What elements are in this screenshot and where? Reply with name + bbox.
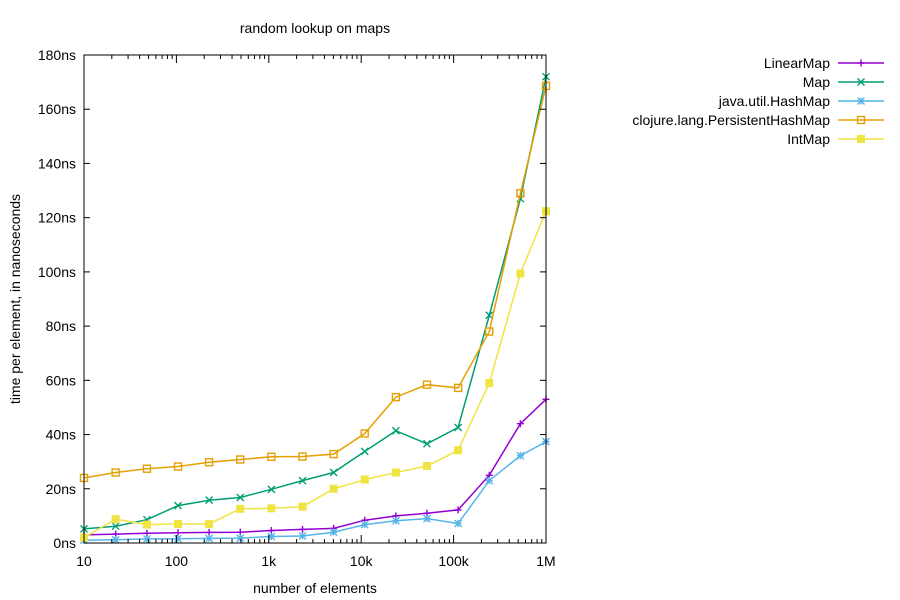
legend-marker xyxy=(857,135,865,143)
x-tick-label: 100k xyxy=(438,553,469,569)
data-point xyxy=(454,506,462,514)
data-point xyxy=(329,528,338,537)
data-point xyxy=(516,451,525,460)
legend-marker xyxy=(857,59,865,67)
data-point xyxy=(360,475,369,484)
series-line-0 xyxy=(83,398,547,536)
plot-frame xyxy=(83,54,547,544)
data-point xyxy=(267,452,276,461)
data-point xyxy=(205,496,214,505)
data-point xyxy=(360,520,369,529)
data-point xyxy=(142,520,151,529)
data-point xyxy=(236,534,245,543)
data-point xyxy=(423,462,432,471)
data-point xyxy=(236,528,244,536)
data-point xyxy=(204,458,214,467)
data-point xyxy=(142,534,151,543)
data-point xyxy=(267,527,275,535)
data-point xyxy=(205,528,213,536)
data-point xyxy=(485,327,494,336)
y-tick-label: 120ns xyxy=(38,210,76,226)
legend: LinearMap Map java.util.HashMap clojure.lan… xyxy=(632,55,884,147)
data-point xyxy=(360,447,369,456)
x-axis-label: number of elements xyxy=(253,580,377,596)
series-line-4 xyxy=(83,210,547,539)
data-point xyxy=(111,515,120,524)
data-point xyxy=(454,446,463,455)
data-point xyxy=(173,534,182,543)
x-tick-label: 1M xyxy=(536,553,555,569)
data-point xyxy=(485,311,494,320)
series-line-3 xyxy=(83,85,547,479)
data-point xyxy=(329,449,338,459)
data-point xyxy=(173,520,182,529)
legend-label: LinearMap xyxy=(764,55,830,71)
data-point xyxy=(360,429,369,438)
plot-lines xyxy=(79,72,551,545)
axis-ticks: 0ns 20ns 40ns 60ns 80ns 100ns 120ns 140ns 160ns 1… xyxy=(38,47,556,569)
y-tick-label: 160ns xyxy=(38,101,76,117)
data-point xyxy=(453,383,463,393)
data-point xyxy=(236,504,245,513)
data-point xyxy=(174,529,182,537)
data-point xyxy=(111,535,120,544)
x-tick-label: 10 xyxy=(76,553,92,569)
x-tick-label: 100 xyxy=(165,553,189,569)
data-point xyxy=(298,452,307,461)
series-line-2 xyxy=(83,440,547,542)
y-tick-label: 0ns xyxy=(53,535,76,551)
x-tick-label: 1k xyxy=(261,553,277,569)
data-point xyxy=(142,464,152,473)
legend-label: Map xyxy=(803,74,830,90)
legend-label: clojure.lang.PersistentHashMap xyxy=(632,112,830,128)
data-point xyxy=(205,534,214,543)
data-point xyxy=(236,493,245,502)
data-point xyxy=(205,520,214,529)
data-point xyxy=(267,504,276,513)
data-point xyxy=(516,420,524,428)
y-tick-label: 140ns xyxy=(38,155,76,171)
chart-title: random lookup on maps xyxy=(240,20,390,36)
data-point xyxy=(391,426,400,435)
data-point xyxy=(173,501,182,510)
y-tick-label: 20ns xyxy=(46,481,76,497)
series-line-1 xyxy=(83,76,547,530)
data-point xyxy=(111,468,120,477)
y-axis-label: time per element, in nanoseconds xyxy=(7,194,23,404)
data-point xyxy=(391,468,400,477)
data-point xyxy=(298,502,307,511)
data-point xyxy=(423,514,431,523)
data-point xyxy=(298,531,307,540)
data-point xyxy=(111,522,120,531)
data-point xyxy=(329,484,338,493)
data-point xyxy=(454,519,463,528)
x-tick-label: 10k xyxy=(350,553,374,569)
data-point xyxy=(422,380,432,389)
data-point xyxy=(391,516,400,525)
y-tick-label: 180ns xyxy=(38,47,76,63)
legend-label: IntMap xyxy=(787,131,830,147)
data-point xyxy=(516,269,525,278)
data-point xyxy=(391,392,401,402)
data-point xyxy=(454,423,463,432)
data-point xyxy=(516,189,525,198)
data-point xyxy=(298,476,307,485)
legend-marker xyxy=(856,115,866,125)
data-point xyxy=(485,476,494,485)
y-tick-label: 60ns xyxy=(46,372,76,388)
legend-marker xyxy=(857,78,865,86)
data-point xyxy=(236,455,245,464)
legend-marker xyxy=(857,97,865,105)
data-point xyxy=(267,485,276,494)
data-point xyxy=(299,525,307,533)
y-tick-label: 80ns xyxy=(46,318,76,334)
data-point xyxy=(485,379,494,388)
y-tick-label: 100ns xyxy=(38,264,76,280)
legend-label: java.util.HashMap xyxy=(718,93,830,109)
data-point xyxy=(329,468,338,477)
y-tick-label: 40ns xyxy=(46,427,76,443)
data-point xyxy=(423,439,431,448)
data-point xyxy=(173,462,183,471)
